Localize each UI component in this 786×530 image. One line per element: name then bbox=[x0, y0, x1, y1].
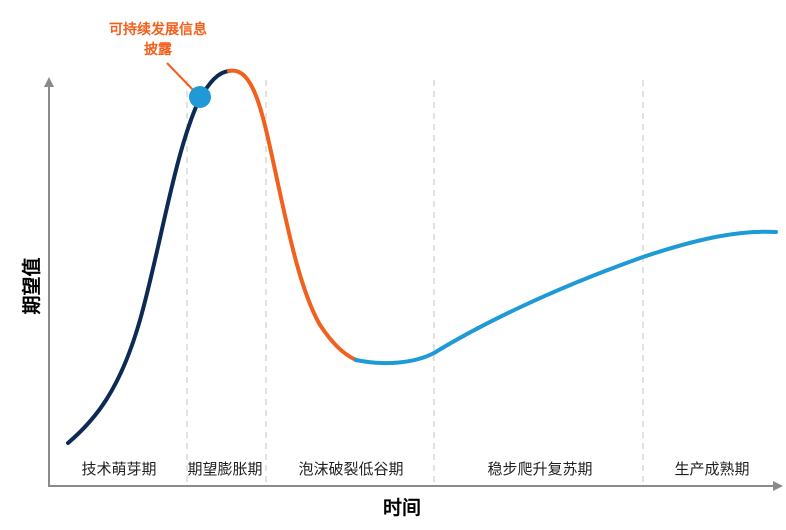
callout-line-2: 披露 bbox=[144, 41, 173, 58]
callout-line-1: 可持续发展信息 bbox=[109, 21, 207, 38]
phase-label-plateau: 生产成熟期 bbox=[674, 460, 749, 478]
disclosure-marker bbox=[189, 86, 211, 108]
x-axis-title: 时间 bbox=[383, 497, 421, 519]
phase-label-technology-trigger: 技术萌芽期 bbox=[81, 460, 156, 478]
phase-label-trough: 泡沫破裂低谷期 bbox=[298, 460, 403, 478]
curve-rising-segment bbox=[66, 69, 231, 445]
curve-falling-segment bbox=[227, 68, 358, 362]
phase-label-peak-expectations: 期望膨胀期 bbox=[187, 460, 262, 478]
phase-label-slope: 稳步爬升复苏期 bbox=[487, 460, 592, 478]
y-axis-title: 期望值 bbox=[20, 257, 43, 314]
curve-recovery-segment bbox=[354, 229, 778, 366]
callout-leader-line bbox=[166, 62, 196, 93]
